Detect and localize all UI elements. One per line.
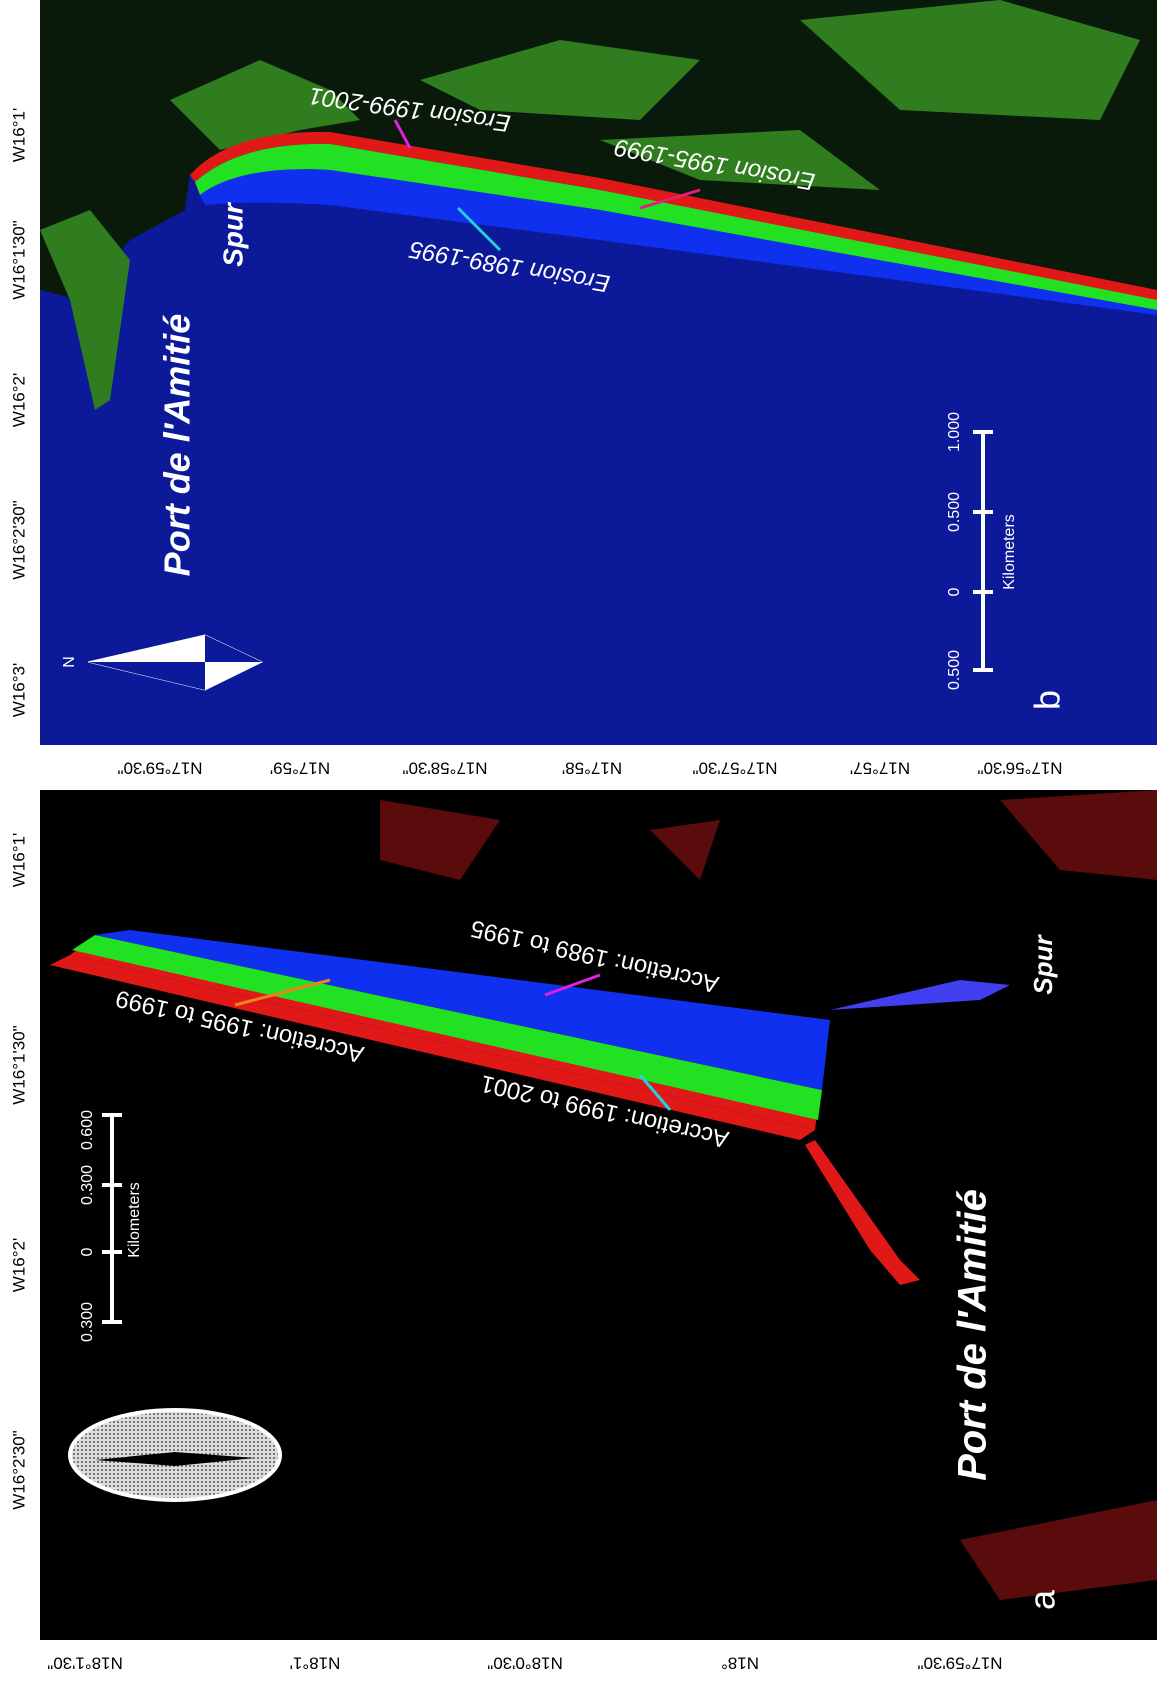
latitude-label: N17°58'30" <box>402 759 487 778</box>
scale-unit: Kilometers <box>1001 514 1018 590</box>
longitude-label: W16°2'30" <box>9 500 28 579</box>
north-arrow <box>88 662 205 690</box>
leader <box>393 119 412 149</box>
vegetation <box>40 0 1140 410</box>
longitude-label: W16°2' <box>9 1238 28 1292</box>
accretion-band <box>50 955 920 1285</box>
scale-label: 0.300 <box>79 1302 96 1342</box>
longitude-label: W16°1' <box>9 108 28 162</box>
leader <box>234 978 331 1007</box>
leader <box>544 973 601 997</box>
panel-label: a <box>1022 1589 1063 1610</box>
spur-band <box>830 980 1010 1010</box>
longitude-label: W16°1' <box>9 833 28 887</box>
coordinates: W16°3' W16°2'30" W16°2' W16°1'30" W16°1' N17°… <box>9 108 1062 1673</box>
erosion-band <box>195 143 1157 310</box>
scale-label: 0.500 <box>946 650 963 690</box>
spur-label: Spur <box>1028 934 1058 995</box>
panel-a-bg <box>40 790 1157 1640</box>
longitude-label: W16°1'30" <box>9 220 28 299</box>
scale-label: 0.600 <box>79 1110 96 1150</box>
latitude-label: N17°57'30" <box>692 759 777 778</box>
latitude-label: N18° <box>721 1654 759 1673</box>
north-label: N <box>167 1455 181 1464</box>
scale-bar <box>973 430 993 672</box>
erosion-band <box>200 169 1157 315</box>
north-arrow <box>205 635 262 662</box>
place-label: Port de l'Amitié <box>157 314 198 577</box>
scale-label: 0 <box>79 1247 96 1256</box>
leader <box>456 206 502 252</box>
north-arrow <box>95 1452 255 1466</box>
accretion-band <box>72 935 822 1120</box>
panel-label: b <box>1027 690 1068 710</box>
latitude-label: N17°59'30" <box>117 759 202 778</box>
scale-label: 0.500 <box>946 492 963 532</box>
latitude-label: N17°59' <box>270 759 330 778</box>
leader <box>639 188 701 210</box>
latitude-label: N17°56'30" <box>977 759 1062 778</box>
scale-unit: Kilometers <box>126 1182 143 1258</box>
scale-label: 1.000 <box>946 412 963 452</box>
latitude-label: N17°59'30" <box>917 1654 1002 1673</box>
scale-bar <box>102 1113 122 1324</box>
latitude-label: N18°1'30" <box>47 1654 123 1673</box>
place-label: Port de l'Amitié <box>951 1189 995 1481</box>
leader <box>638 1074 672 1111</box>
longitude-label: W16°3' <box>9 663 28 717</box>
accretion-band <box>95 930 830 1090</box>
longitude-label: W16°2'30" <box>9 1430 28 1509</box>
latitude-label: N18°1' <box>290 1654 341 1673</box>
scale-label: 0.300 <box>79 1165 96 1205</box>
spur-label: Spur <box>217 201 248 267</box>
longitude-label: W16°1'30" <box>9 1025 28 1104</box>
latitude-label: N17°58' <box>562 759 622 778</box>
longitude-label: W16°2' <box>9 373 28 427</box>
scale-label: 0 <box>946 587 963 596</box>
land <box>380 790 1157 1600</box>
latitude-label: N18°0'30" <box>487 1654 563 1673</box>
north-label: N <box>61 656 78 668</box>
latitude-label: N17°57' <box>850 759 910 778</box>
